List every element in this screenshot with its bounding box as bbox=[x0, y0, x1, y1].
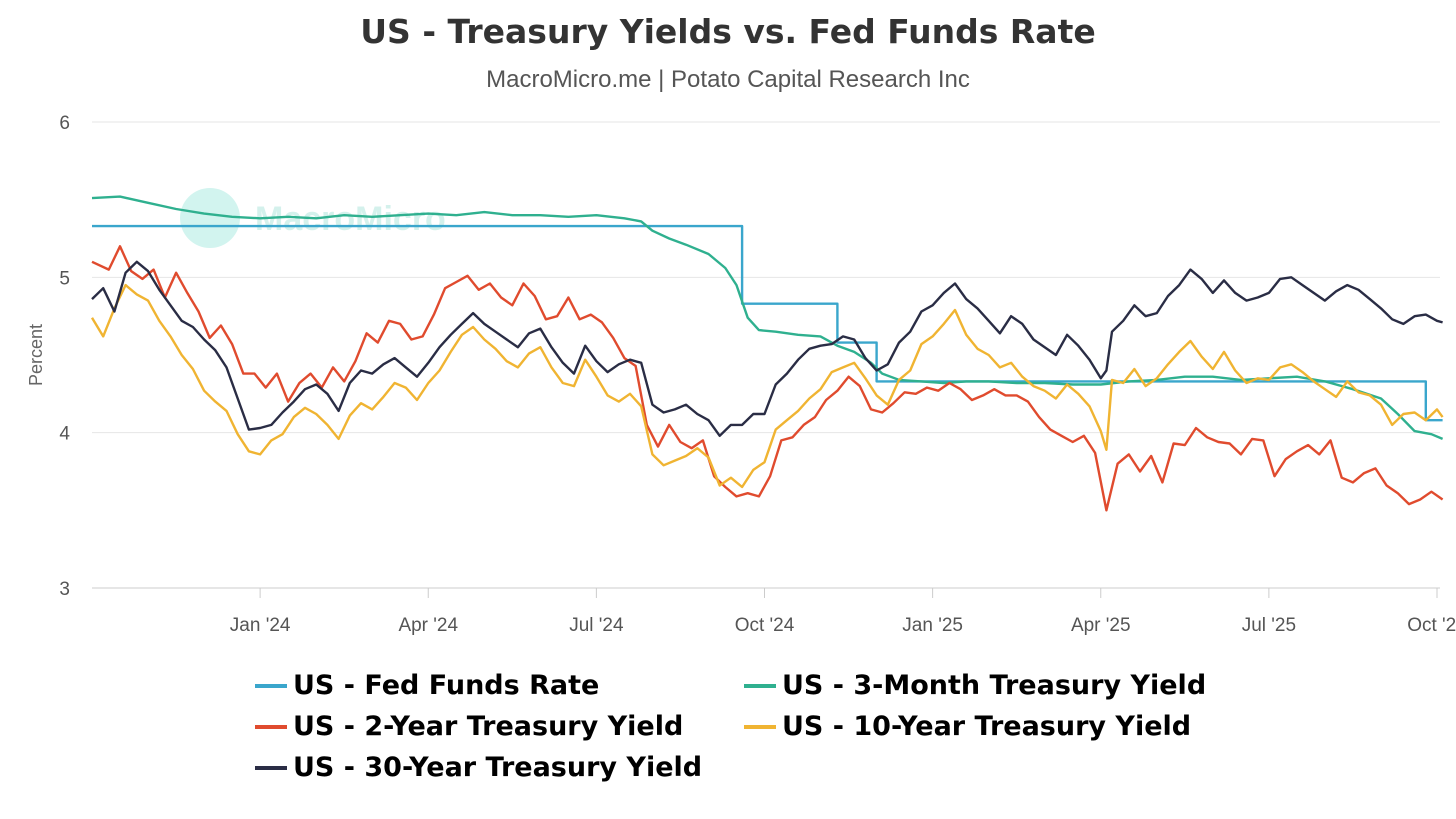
legend-item[interactable]: US - 10-Year Treasury Yield bbox=[744, 711, 1191, 742]
legend-swatch-icon bbox=[744, 683, 776, 688]
series-line-us-30-year-treasury-yield bbox=[91, 260, 1443, 437]
legend-item[interactable]: US - 30-Year Treasury Yield bbox=[255, 752, 702, 783]
y-axis-ticks: 3 4 5 6 bbox=[59, 113, 70, 600]
x-tick-label: Oct '25 bbox=[1407, 615, 1456, 636]
chart-subtitle: MacroMicro.me | Potato Capital Research … bbox=[486, 66, 970, 93]
legend-swatch-icon bbox=[255, 765, 287, 770]
legend-label: US - Fed Funds Rate bbox=[293, 670, 600, 701]
chart-title: US - Treasury Yields vs. Fed Funds Rate bbox=[360, 12, 1096, 51]
watermark-logo-icon bbox=[180, 188, 240, 248]
y-axis-label: Percent bbox=[26, 324, 46, 386]
y-tick-label: 4 bbox=[59, 424, 70, 445]
x-tick-label: Apr '25 bbox=[1071, 615, 1131, 636]
x-tick-label: Jan '25 bbox=[902, 615, 963, 636]
y-tick-label: 3 bbox=[59, 579, 70, 600]
legend-item[interactable]: US - 2-Year Treasury Yield bbox=[255, 711, 683, 742]
series-line-us-2-year-treasury-yield bbox=[91, 245, 1444, 512]
x-tick-label: Jul '25 bbox=[1242, 615, 1296, 636]
x-tick-label: Apr '24 bbox=[398, 615, 458, 636]
y-tick-label: 5 bbox=[59, 268, 70, 289]
series-lines bbox=[90, 195, 1444, 512]
x-tick-label: Oct '24 bbox=[735, 615, 795, 636]
legend-item[interactable]: US - Fed Funds Rate bbox=[255, 670, 599, 701]
watermark-text: MacroMicro bbox=[255, 200, 446, 238]
legend-label: US - 3-Month Treasury Yield bbox=[782, 670, 1207, 701]
legend-label: US - 2-Year Treasury Yield bbox=[293, 711, 684, 742]
legend-label: US - 30-Year Treasury Yield bbox=[293, 752, 703, 783]
x-tick-label: Jul '24 bbox=[569, 615, 624, 636]
legend-swatch-icon bbox=[255, 683, 287, 688]
series-line-us-10-year-treasury-yield bbox=[90, 283, 1444, 489]
legend-item[interactable]: US - 3-Month Treasury Yield bbox=[744, 670, 1206, 701]
gridlines bbox=[92, 121, 1440, 589]
watermark: MacroMicro bbox=[180, 188, 446, 248]
series-line-us-3-month-treasury-yield bbox=[91, 195, 1444, 441]
legend-swatch-icon bbox=[255, 724, 287, 729]
x-axis-ticks: Jan '24 Apr '24 Jul '24 Oct '24 Jan '25 Apr '… bbox=[230, 588, 1456, 636]
legend-swatch-icon bbox=[744, 724, 776, 729]
x-tick-label: Jan '24 bbox=[230, 615, 291, 636]
legend-label: US - 10-Year Treasury Yield bbox=[782, 711, 1192, 742]
y-tick-label: 6 bbox=[59, 113, 70, 134]
